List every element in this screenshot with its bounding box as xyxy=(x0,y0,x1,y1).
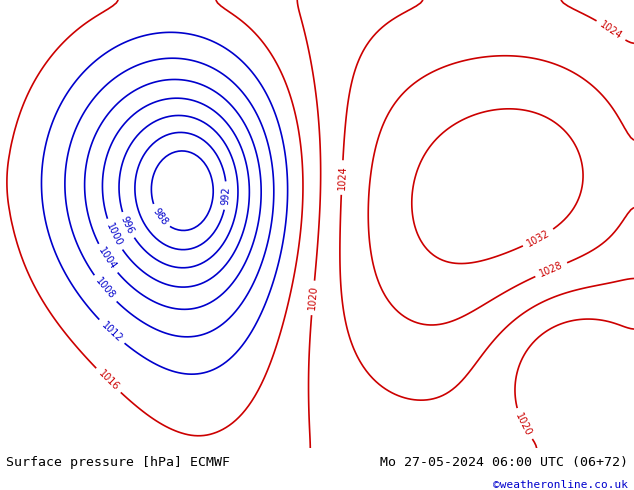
Text: 988: 988 xyxy=(150,206,169,227)
Text: 1000: 1000 xyxy=(104,221,124,248)
Text: ©weatheronline.co.uk: ©weatheronline.co.uk xyxy=(493,480,628,490)
Text: 1020: 1020 xyxy=(514,411,533,438)
Text: 1008: 1008 xyxy=(93,276,117,301)
Text: 1024: 1024 xyxy=(598,19,624,41)
Text: 992: 992 xyxy=(221,186,232,205)
Text: 1024: 1024 xyxy=(337,165,347,190)
Text: 1020: 1020 xyxy=(307,285,319,311)
Text: 1004: 1004 xyxy=(96,246,118,272)
Text: 1032: 1032 xyxy=(525,228,552,248)
Text: 1016: 1016 xyxy=(96,368,120,392)
Text: 1028: 1028 xyxy=(538,260,564,279)
Text: 1012: 1012 xyxy=(99,320,124,344)
Text: 996: 996 xyxy=(119,215,136,236)
Text: Surface pressure [hPa] ECMWF: Surface pressure [hPa] ECMWF xyxy=(6,456,230,469)
Text: Mo 27-05-2024 06:00 UTC (06+72): Mo 27-05-2024 06:00 UTC (06+72) xyxy=(380,456,628,469)
